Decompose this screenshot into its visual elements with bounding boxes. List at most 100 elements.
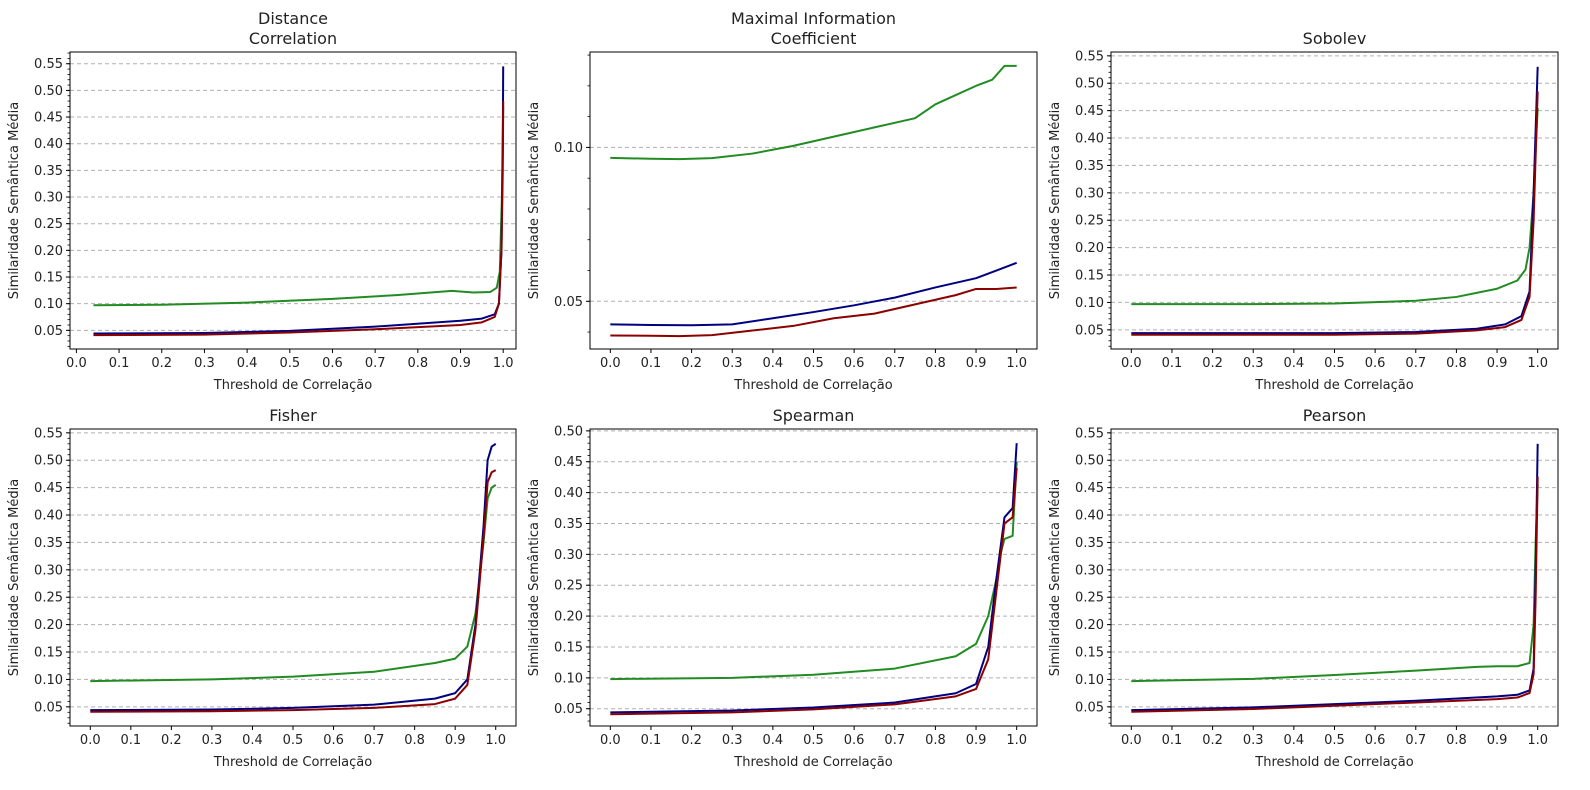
- x-axis-label: Threshold de Correlação: [213, 378, 372, 393]
- y-tick-label: 0.40: [34, 509, 63, 524]
- x-tick-label: 0.4: [237, 356, 258, 371]
- series-line: [90, 469, 497, 713]
- series-line: [90, 484, 497, 683]
- y-tick-label: 0.40: [554, 486, 583, 501]
- x-tick-label: 0.6: [1365, 356, 1386, 371]
- x-tick-label: 1.0: [493, 356, 514, 371]
- y-tick-label: 0.20: [34, 618, 63, 633]
- series-line: [1131, 66, 1539, 335]
- x-tick-label: 0.9: [1487, 733, 1508, 748]
- y-tick-label: 0.15: [554, 640, 583, 655]
- x-axis-label: Threshold de Correlação: [213, 755, 372, 770]
- x-axis-label: Threshold de Correlação: [733, 378, 892, 393]
- x-tick-label: 0.2: [161, 733, 182, 748]
- y-tick-label: 0.30: [34, 563, 63, 578]
- y-axis-label: Similaridade Semântica Média: [1048, 479, 1063, 676]
- chart-4: 0.0 0.1 0.2 0.3 0.4 0.5 0.6 0.7 0.8 0.9 1.0 0.05 0.1…: [7, 406, 517, 770]
- y-tick-label: 0.40: [1075, 509, 1104, 524]
- x-tick-label: 0.7: [1405, 356, 1426, 371]
- y-tick-label: 0.25: [554, 579, 583, 594]
- x-tick-label: 0.3: [1243, 733, 1264, 748]
- chart-6: 0.0 0.1 0.2 0.3 0.4 0.5 0.6 0.7 0.8 0.9 1.0 0.05 0.1…: [1048, 406, 1559, 770]
- chart-title: Correlation: [249, 29, 337, 48]
- y-tick-label: 0.30: [1075, 186, 1104, 201]
- x-tick-label: 0.7: [884, 733, 905, 748]
- series-line: [610, 461, 1018, 681]
- y-tick-label: 0.25: [34, 591, 63, 606]
- x-tick-label: 0.5: [283, 733, 304, 748]
- y-axis-label: Similaridade Semântica Média: [7, 479, 22, 676]
- series-line: [1131, 107, 1539, 306]
- y-tick-label: 0.55: [1075, 426, 1104, 441]
- y-tick-label: 0.10: [554, 671, 583, 686]
- y-tick-label: 0.15: [1075, 646, 1104, 661]
- series-line: [1131, 91, 1539, 336]
- x-tick-label: 0.5: [803, 733, 824, 748]
- series-line: [610, 64, 1017, 161]
- y-tick-label: 0.10: [1075, 296, 1104, 311]
- x-tick-label: 0.5: [1324, 356, 1345, 371]
- chart-title: Coefficient: [771, 29, 857, 48]
- y-tick-label: 0.15: [1075, 269, 1104, 284]
- y-tick-label: 0.10: [554, 141, 583, 156]
- x-tick-label: 0.5: [1324, 733, 1345, 748]
- x-tick-label: 0.7: [364, 733, 385, 748]
- x-tick-label: 0.1: [1162, 733, 1183, 748]
- y-tick-label: 0.05: [554, 295, 583, 310]
- x-tick-label: 0.5: [803, 356, 824, 371]
- y-axis-label: Similaridade Semântica Média: [1048, 102, 1063, 299]
- series-line: [610, 261, 1018, 327]
- x-tick-label: 0.0: [80, 733, 101, 748]
- x-tick-label: 0.3: [722, 356, 743, 371]
- y-tick-label: 0.45: [34, 481, 63, 496]
- x-tick-label: 0.3: [722, 733, 743, 748]
- series-line: [90, 442, 497, 712]
- x-tick-label: 0.4: [763, 733, 784, 748]
- x-tick-label: 0.6: [322, 356, 343, 371]
- series-line: [1131, 476, 1539, 713]
- x-tick-label: 0.2: [681, 733, 702, 748]
- x-tick-label: 0.4: [1284, 356, 1305, 371]
- x-tick-label: 1.0: [485, 733, 506, 748]
- x-tick-label: 0.6: [323, 733, 344, 748]
- x-tick-label: 0.0: [66, 356, 87, 371]
- x-tick-label: 0.0: [600, 733, 621, 748]
- series-line: [1131, 443, 1539, 712]
- y-tick-label: 0.05: [34, 324, 63, 339]
- x-tick-label: 0.4: [1284, 733, 1305, 748]
- y-tick-label: 0.10: [34, 673, 63, 688]
- x-axis-label: Threshold de Correlação: [733, 755, 892, 770]
- x-tick-label: 0.7: [884, 356, 905, 371]
- x-tick-label: 0.4: [763, 356, 784, 371]
- x-tick-label: 0.9: [1487, 356, 1508, 371]
- series-line: [610, 443, 1018, 714]
- x-tick-label: 1.0: [1006, 733, 1027, 748]
- y-tick-label: 0.50: [34, 454, 63, 469]
- x-tick-label: 0.8: [1446, 733, 1467, 748]
- y-tick-label: 0.50: [554, 424, 583, 439]
- x-tick-label: 0.8: [925, 733, 946, 748]
- x-tick-label: 0.8: [407, 356, 428, 371]
- y-tick-label: 0.35: [554, 517, 583, 532]
- y-tick-label: 0.45: [1075, 104, 1104, 119]
- x-tick-label: 0.1: [641, 356, 662, 371]
- chart-title: Distance: [258, 9, 328, 28]
- y-tick-label: 0.50: [1075, 454, 1104, 469]
- series-line: [610, 286, 1017, 338]
- y-tick-label: 0.05: [554, 702, 583, 717]
- y-tick-label: 0.35: [34, 164, 63, 179]
- series-line: [93, 101, 505, 337]
- y-tick-label: 0.20: [554, 610, 583, 625]
- y-tick-label: 0.15: [34, 271, 63, 286]
- chart-title: Maximal Information: [731, 9, 896, 28]
- y-tick-label: 0.55: [1075, 49, 1104, 64]
- x-tick-label: 0.9: [966, 356, 987, 371]
- x-axis-label: Threshold de Correlação: [1254, 378, 1413, 393]
- y-tick-label: 0.25: [1075, 214, 1104, 229]
- x-tick-label: 0.8: [404, 733, 425, 748]
- y-tick-label: 0.10: [34, 297, 63, 312]
- y-tick-label: 0.20: [1075, 241, 1104, 256]
- series-line: [93, 66, 505, 335]
- x-tick-label: 0.5: [279, 356, 300, 371]
